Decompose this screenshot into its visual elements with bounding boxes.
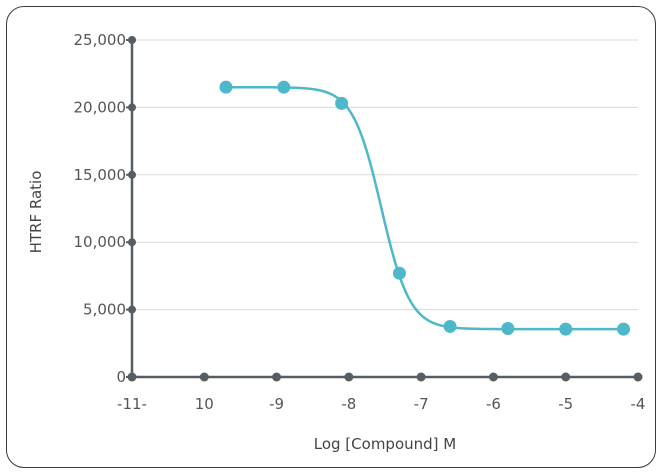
y-tick-label: 25,000 [74,31,127,49]
x-tick-label: -4 [631,395,646,413]
chart-frame [6,6,656,468]
x-tick-dot [633,372,643,382]
y-tick-label: 10,000 [74,233,127,251]
x-tick-dot [127,372,137,382]
fit-curve [225,85,624,331]
data-point [559,322,573,336]
data-point [219,80,233,94]
x-tick-dot [272,372,282,382]
x-tick-dot [199,372,209,382]
data-points [219,80,631,336]
data-point [277,80,291,94]
x-axis-title: Log [Compound] M [314,435,456,453]
grid-lines [132,39,638,311]
x-axis: -11- 10 -9 -8 -7 -6 -5 -4 [117,372,646,413]
data-point [335,96,349,110]
y-axis: 0 5,000 10,000 15,000 20,000 25,000 [74,31,136,386]
y-tick-label: 15,000 [74,166,127,184]
y-axis-title: HTRF Ratio [27,171,45,254]
x-tick-label: -7 [414,395,429,413]
x-tick-dot [488,372,498,382]
x-tick-dot [416,372,426,382]
x-tick-label: -11- [117,395,147,413]
x-tick-dot [344,372,354,382]
data-point [501,321,515,335]
x-tick-dot [561,372,571,382]
y-tick-label: 20,000 [74,98,127,116]
data-point [617,322,631,336]
y-tick-label: 0 [116,368,126,386]
data-point [443,319,457,333]
x-tick-label: -9 [269,395,284,413]
fit-curve-line [225,85,624,331]
x-tick-label: 10 [195,395,214,413]
data-point [392,266,406,280]
x-tick-label: -8 [341,395,356,413]
x-tick-label: -6 [486,395,501,413]
x-tick-label: -5 [558,395,573,413]
y-tick-label: 5,000 [83,301,126,319]
